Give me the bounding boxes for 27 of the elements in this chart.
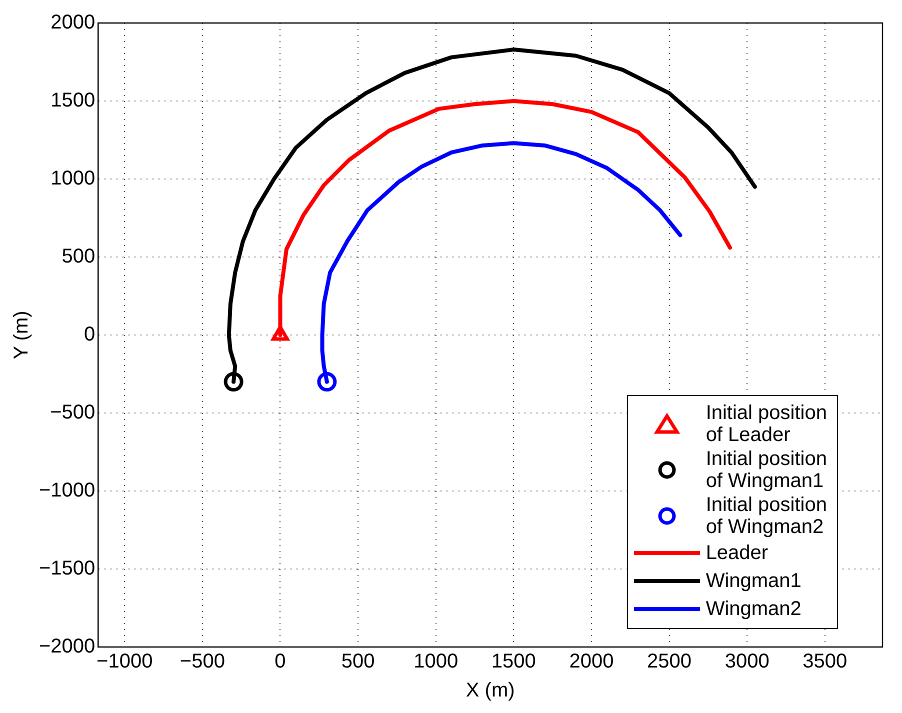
legend-label: Wingman1 [706, 570, 802, 592]
y-tick-label: −2000 [39, 636, 96, 658]
x-tick-label: 3500 [802, 650, 848, 673]
y-tick-label: 2000 [50, 12, 96, 34]
legend-label: Initial position of Wingman2 [706, 494, 827, 538]
x-tick-label: 2500 [647, 650, 692, 673]
y-tick-label: 1500 [50, 90, 96, 112]
x-tick-label: 3000 [724, 650, 770, 673]
x-tick-label: 500 [341, 650, 375, 673]
legend-label: Leader [706, 542, 768, 564]
y-tick-label: −1000 [39, 480, 96, 502]
x-tick-label: 0 [274, 650, 286, 673]
x-tick-label: −1000 [96, 650, 153, 673]
x-axis-title: X (m) [466, 680, 515, 702]
legend-label: Wingman2 [706, 598, 802, 620]
y-axis-title: Y (m) [10, 310, 33, 360]
y-tick-label: −500 [50, 402, 96, 424]
x-tick-label: 1500 [491, 650, 536, 673]
legend-label: Initial position of Leader [706, 402, 827, 446]
y-tick-label: 1000 [50, 168, 96, 190]
legend-label: Initial position of Wingman1 [706, 448, 827, 492]
x-tick-label: 2000 [569, 650, 614, 673]
x-tick-label: 1000 [414, 650, 458, 673]
y-tick-label: −1500 [39, 558, 96, 580]
y-tick-label: 500 [62, 246, 96, 268]
x-tick-label: −500 [180, 650, 225, 673]
y-tick-label: 0 [84, 324, 96, 346]
